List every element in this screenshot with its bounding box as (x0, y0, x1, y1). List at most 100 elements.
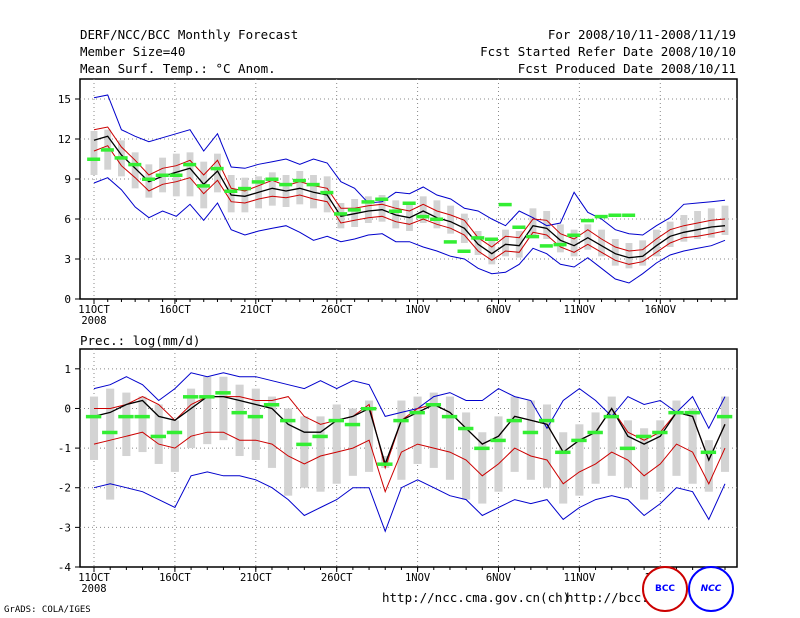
median-marker (425, 402, 442, 407)
y-tick-label: -1 (58, 442, 71, 455)
median-marker (506, 418, 522, 423)
median-marker (100, 148, 114, 152)
spread-box (170, 420, 179, 472)
grads-credit: GrADS: COLA/IGES (4, 605, 91, 615)
x-tick-label: 21OCT (240, 572, 272, 584)
spread-box (433, 200, 441, 229)
spread-box (186, 152, 194, 197)
x-tick-label: 16NOV (644, 304, 676, 316)
median-marker (409, 410, 425, 415)
median-marker (490, 438, 506, 443)
spread-box (267, 396, 277, 468)
y-tick-label: 6 (64, 213, 71, 226)
spread-box (462, 412, 471, 500)
x-tick-label: 26OCT (321, 304, 353, 316)
y-tick-label: -4 (58, 561, 72, 574)
spread-box (90, 131, 98, 175)
spread-box (131, 152, 139, 189)
median-marker (377, 462, 393, 466)
median-marker (652, 430, 668, 435)
spread-box (219, 376, 228, 441)
median-marker (580, 218, 594, 223)
y-tick-label: 1 (64, 363, 71, 376)
spread-box (488, 240, 496, 265)
ncc-url-link[interactable]: http://ncc.cma.gov.cn(ch) (382, 590, 571, 605)
median-marker (512, 225, 526, 229)
spread-box (666, 221, 674, 247)
spread-box (639, 240, 647, 266)
spread-box (447, 205, 455, 234)
spread-box (154, 404, 163, 464)
spread-box (607, 396, 616, 476)
x-tick-label: 21OCT (240, 304, 272, 316)
y-tick-label: -3 (58, 521, 71, 534)
x-tick-label: 11NOV (564, 304, 596, 316)
spread-box (397, 400, 406, 480)
median-marker (344, 422, 361, 427)
spread-box (251, 388, 260, 460)
median-marker (360, 406, 377, 411)
median-marker (87, 157, 101, 161)
spread-box (348, 408, 357, 476)
median-marker (361, 200, 375, 204)
median-marker (247, 414, 264, 419)
spread-box (704, 440, 713, 492)
spread-box (106, 388, 115, 500)
median-marker (416, 214, 430, 219)
x-year-label: 2008 (81, 583, 106, 595)
spread-box (707, 208, 715, 238)
spread-box (652, 229, 660, 257)
x-tick-label: 6NOV (486, 572, 512, 584)
bcc-logo: BCC (642, 566, 688, 612)
spread-box (122, 392, 131, 457)
header-variable: Mean Surf. Temp.: °C Anom. (80, 61, 276, 76)
median-marker (402, 201, 416, 205)
x-tick-label: 1NOV (405, 572, 431, 584)
median-marker (553, 242, 567, 247)
median-marker (296, 442, 312, 447)
x-tick-label: 1NOV (405, 304, 431, 316)
median-marker (430, 217, 444, 221)
spread-box (542, 404, 552, 488)
median-marker (636, 434, 652, 439)
spread-box (445, 396, 454, 480)
median-marker (555, 450, 571, 455)
median-marker (142, 177, 156, 181)
median-marker (522, 430, 539, 435)
median-marker (484, 237, 498, 241)
x-tick-label: 11OCT (78, 304, 110, 316)
median-marker (700, 450, 717, 455)
median-marker (587, 430, 603, 435)
median-marker (441, 414, 458, 419)
series-line-mean (93, 395, 726, 466)
spread-box (378, 195, 386, 222)
median-marker (471, 236, 485, 240)
spread-box (656, 420, 665, 492)
spread-box (478, 432, 487, 504)
spread-box (268, 172, 276, 206)
median-marker (224, 189, 238, 193)
median-marker (539, 244, 553, 248)
median-marker (150, 434, 166, 439)
header-period: For 2008/10/11-2008/11/19 (547, 27, 736, 42)
median-marker (458, 426, 474, 431)
median-marker (668, 410, 684, 415)
bcc-logo-label: BCC (654, 584, 676, 594)
median-marker (619, 446, 636, 451)
bcc-url-link[interactable]: http://bcc. (566, 590, 649, 605)
spread-box (241, 177, 249, 213)
median-marker (684, 410, 700, 415)
spread-box (235, 384, 244, 457)
header-member-size: Member Size=40 (80, 44, 186, 59)
series-line-max (93, 372, 726, 430)
y-tick-label: 9 (64, 173, 71, 186)
median-marker (263, 402, 280, 407)
median-marker (128, 162, 142, 167)
median-marker (320, 190, 334, 195)
median-marker (102, 430, 118, 435)
series-line-mean (93, 135, 726, 259)
median-marker (457, 249, 471, 253)
spread-box (623, 420, 632, 488)
x-tick-label: 6NOV (486, 304, 512, 316)
